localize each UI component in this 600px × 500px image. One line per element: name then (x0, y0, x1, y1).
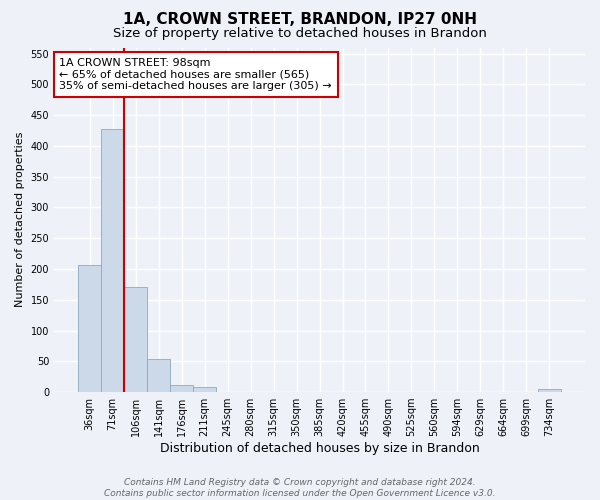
Bar (170, 384, 193, 392)
Bar (538, 389, 561, 392)
Bar (124, 288, 147, 392)
Text: 1A, CROWN STREET, BRANDON, IP27 0NH: 1A, CROWN STREET, BRANDON, IP27 0NH (123, 12, 477, 28)
Bar (193, 387, 216, 392)
Bar (78, 266, 101, 392)
Text: Contains HM Land Registry data © Crown copyright and database right 2024.
Contai: Contains HM Land Registry data © Crown c… (104, 478, 496, 498)
Bar (147, 360, 170, 392)
Bar (101, 128, 124, 392)
Y-axis label: Number of detached properties: Number of detached properties (15, 132, 25, 308)
X-axis label: Distribution of detached houses by size in Brandon: Distribution of detached houses by size … (160, 442, 479, 455)
Text: 1A CROWN STREET: 98sqm
← 65% of detached houses are smaller (565)
35% of semi-de: 1A CROWN STREET: 98sqm ← 65% of detached… (59, 58, 332, 91)
Text: Size of property relative to detached houses in Brandon: Size of property relative to detached ho… (113, 28, 487, 40)
